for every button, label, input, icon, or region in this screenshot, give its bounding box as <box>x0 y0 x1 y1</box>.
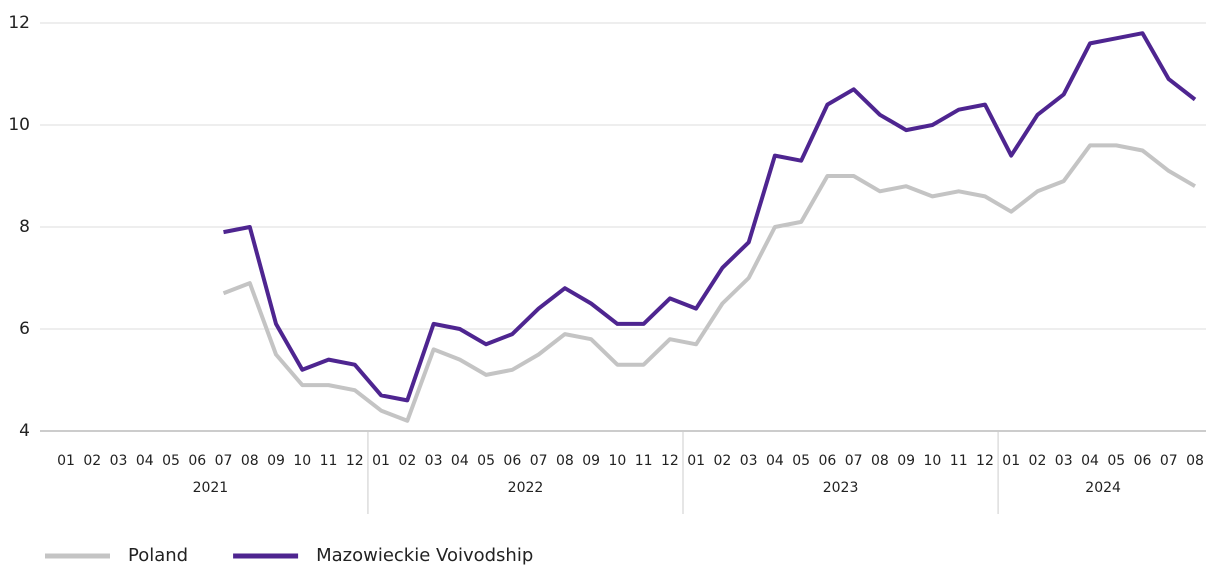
x-tick-label: 01 <box>57 453 75 469</box>
x-tick-label: 09 <box>897 453 915 469</box>
x-tick-label: 05 <box>477 453 495 469</box>
series-line <box>222 143 1197 423</box>
x-tick-label: 11 <box>950 453 968 469</box>
x-group-label: 2021 <box>193 480 229 496</box>
x-tick-label: 09 <box>267 453 285 469</box>
x-tick-label: 01 <box>687 453 705 469</box>
x-tick-label: 03 <box>110 453 128 469</box>
x-tick-label: 02 <box>1029 453 1047 469</box>
x-tick-label: 05 <box>162 453 180 469</box>
x-tick-label: 11 <box>635 453 653 469</box>
x-tick-label: 01 <box>1002 453 1020 469</box>
y-tick-label: 10 <box>8 115 30 135</box>
x-tick-label: 01 <box>372 453 390 469</box>
x-tick-label: 04 <box>1081 453 1099 469</box>
x-tick-label: 06 <box>1134 453 1152 469</box>
x-tick-label: 02 <box>713 453 731 469</box>
x-tick-label: 10 <box>924 453 942 469</box>
x-tick-label: 09 <box>582 453 600 469</box>
x-tick-label: 03 <box>1055 453 1073 469</box>
x-group-label: 2022 <box>508 480 544 496</box>
x-tick-label: 06 <box>819 453 837 469</box>
y-tick-label: 12 <box>8 13 30 33</box>
x-tick-label: 03 <box>425 453 443 469</box>
y-tick-label: 6 <box>19 319 30 339</box>
y-tick-label: 8 <box>19 217 30 237</box>
x-tick-label: 08 <box>241 453 259 469</box>
x-tick-label: 08 <box>871 453 889 469</box>
x-tick-label: 12 <box>661 453 679 469</box>
x-tick-label: 10 <box>293 453 311 469</box>
x-tick-label: 12 <box>976 453 994 469</box>
x-group-label: 2023 <box>823 480 859 496</box>
x-tick-label: 06 <box>503 453 521 469</box>
x-tick-label: 07 <box>215 453 233 469</box>
x-tick-label: 05 <box>1107 453 1125 469</box>
x-tick-label: 04 <box>136 453 154 469</box>
x-tick-label: 07 <box>845 453 863 469</box>
x-tick-label: 10 <box>608 453 626 469</box>
x-group-label: 2024 <box>1085 480 1121 496</box>
x-tick-label: 06 <box>188 453 206 469</box>
x-tick-label: 05 <box>792 453 810 469</box>
legend-label: Mazowieckie Voivodship <box>316 545 533 566</box>
x-tick-label: 08 <box>1186 453 1204 469</box>
x-tick-label: 02 <box>398 453 416 469</box>
x-tick-label: 03 <box>740 453 758 469</box>
x-tick-label: 04 <box>766 453 784 469</box>
x-tick-label: 04 <box>451 453 469 469</box>
y-tick-label: 4 <box>19 421 30 441</box>
x-tick-label: 07 <box>1160 453 1178 469</box>
x-tick-label: 08 <box>556 453 574 469</box>
x-tick-label: 12 <box>346 453 364 469</box>
x-tick-label: 02 <box>83 453 101 469</box>
x-tick-label: 07 <box>530 453 548 469</box>
legend-label: Poland <box>128 545 188 566</box>
series-line <box>223 31 1197 403</box>
x-tick-label: 11 <box>320 453 338 469</box>
